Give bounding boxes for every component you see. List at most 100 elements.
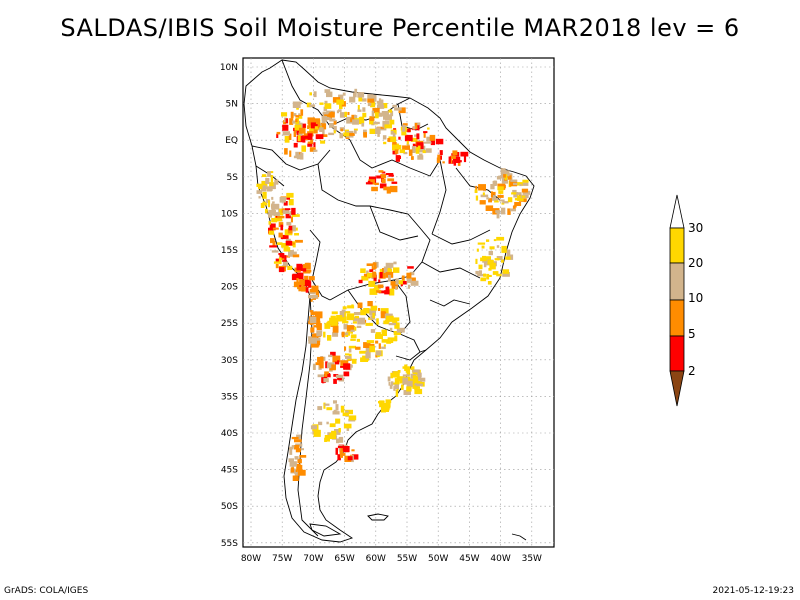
percentile-cell bbox=[376, 175, 381, 179]
percentile-cell bbox=[450, 155, 456, 159]
percentile-cell bbox=[346, 325, 354, 332]
percentile-cell bbox=[429, 134, 436, 141]
percentile-cell bbox=[278, 232, 283, 238]
percentile-cell bbox=[310, 139, 314, 144]
legend-segment bbox=[669, 262, 685, 301]
percentile-cell bbox=[357, 105, 360, 112]
percentile-cell bbox=[362, 107, 366, 112]
percentile-cell bbox=[369, 308, 376, 316]
percentile-cell bbox=[347, 456, 353, 461]
percentile-cell bbox=[357, 317, 366, 325]
percentile-cell bbox=[360, 309, 367, 316]
percentile-cell bbox=[271, 250, 279, 253]
percentile-cell bbox=[439, 150, 443, 156]
legend-label: 2 bbox=[688, 364, 696, 378]
percentile-cell bbox=[388, 288, 395, 296]
percentile-cell bbox=[411, 146, 416, 153]
percentile-cell bbox=[372, 262, 376, 265]
percentile-cell bbox=[406, 272, 412, 279]
percentile-cell bbox=[442, 161, 445, 164]
percentile-cell bbox=[395, 389, 399, 397]
percentile-cell bbox=[293, 130, 296, 137]
percentile-cell bbox=[406, 386, 412, 392]
percentile-cell bbox=[327, 320, 331, 326]
percentile-cell bbox=[265, 199, 270, 203]
percentile-cell bbox=[521, 182, 529, 186]
percentile-cell bbox=[323, 378, 329, 383]
percentile-cell bbox=[278, 257, 282, 265]
percentile-cell bbox=[495, 210, 501, 214]
percentile-cell bbox=[277, 215, 285, 219]
percentile-cell bbox=[511, 192, 519, 195]
percentile-cell bbox=[414, 383, 417, 386]
percentile-cell bbox=[321, 116, 328, 122]
percentile-cell bbox=[283, 120, 287, 125]
percentile-cell bbox=[289, 461, 297, 467]
percentile-cell bbox=[497, 194, 504, 198]
border-brazil-states-3 bbox=[431, 229, 491, 245]
percentile-cell bbox=[361, 123, 365, 127]
percentile-cell bbox=[390, 281, 398, 286]
percentile-cell bbox=[274, 215, 283, 222]
percentile-cell bbox=[523, 198, 526, 203]
percentile-cell bbox=[378, 279, 381, 283]
percentile-cell bbox=[285, 213, 291, 219]
percentile-cell bbox=[366, 340, 375, 344]
percentile-cell bbox=[340, 453, 346, 456]
percentile-cell bbox=[506, 175, 512, 180]
percentile-cell bbox=[402, 123, 408, 126]
percentile-cell bbox=[331, 311, 338, 315]
percentile-cell bbox=[320, 140, 326, 144]
percentile-cell bbox=[272, 201, 275, 204]
percentile-cell bbox=[265, 208, 268, 214]
percentile-cell bbox=[362, 112, 367, 118]
percentile-cell bbox=[390, 372, 393, 379]
percentile-cell bbox=[313, 142, 316, 148]
percentile-cell bbox=[403, 390, 411, 395]
percentile-cell bbox=[261, 185, 267, 192]
percentile-cell bbox=[386, 315, 394, 322]
percentile-cell bbox=[501, 202, 505, 205]
percentile-cell bbox=[323, 331, 326, 338]
percentile-cell bbox=[416, 133, 420, 140]
percentile-cell bbox=[507, 208, 511, 215]
percentile-cell bbox=[340, 405, 345, 413]
percentile-cell bbox=[499, 199, 505, 202]
percentile-cell bbox=[337, 377, 342, 381]
percentile-cell bbox=[481, 245, 485, 249]
percentile-cell bbox=[318, 123, 327, 130]
percentile-cell bbox=[297, 135, 301, 142]
percentile-cell bbox=[292, 254, 300, 258]
percentile-cell bbox=[326, 421, 329, 425]
border-colombia-venezuela bbox=[281, 59, 331, 127]
percentile-cell bbox=[348, 415, 357, 421]
percentile-cell bbox=[297, 458, 302, 464]
colorbar-legend: 2 5 10 20 30 bbox=[669, 194, 703, 407]
percentile-cell bbox=[347, 112, 350, 116]
percentile-cell bbox=[393, 317, 400, 322]
percentile-cell bbox=[477, 273, 486, 277]
percentile-cell bbox=[294, 124, 302, 131]
percentile-cell bbox=[313, 149, 318, 152]
percentile-cell bbox=[414, 388, 423, 395]
percentile-cell bbox=[304, 262, 311, 270]
percentile-cell bbox=[326, 321, 330, 325]
percentile-cell bbox=[271, 196, 274, 200]
percentile-cell bbox=[408, 149, 413, 156]
percentile-cell bbox=[338, 436, 344, 443]
percentile-cell bbox=[367, 301, 373, 307]
percentile-cell bbox=[516, 182, 523, 186]
percentile-cell bbox=[378, 290, 387, 294]
percentile-cell bbox=[338, 94, 344, 100]
percentile-cell bbox=[344, 346, 347, 351]
percentile-cell bbox=[296, 278, 299, 283]
percentile-cell bbox=[475, 270, 479, 275]
percentile-cell bbox=[294, 233, 299, 236]
percentile-cell bbox=[324, 114, 332, 120]
percentile-cell bbox=[373, 275, 377, 282]
percentile-cell bbox=[386, 340, 392, 344]
border-peru-brazil bbox=[317, 163, 370, 207]
percentile-cell bbox=[331, 364, 336, 370]
percentile-cell bbox=[309, 316, 317, 324]
